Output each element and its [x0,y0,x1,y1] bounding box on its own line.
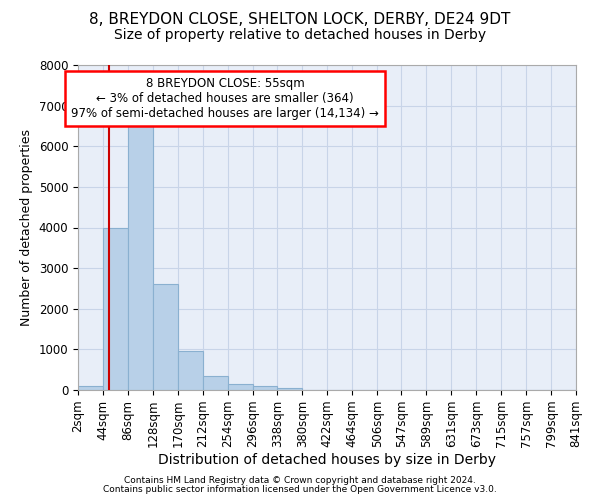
Text: 8, BREYDON CLOSE, SHELTON LOCK, DERBY, DE24 9DT: 8, BREYDON CLOSE, SHELTON LOCK, DERBY, D… [89,12,511,28]
Bar [203,376,227,390]
Text: Size of property relative to detached houses in Derby: Size of property relative to detached ho… [114,28,486,42]
Text: Contains public sector information licensed under the Open Government Licence v3: Contains public sector information licen… [103,485,497,494]
Bar [103,228,128,390]
Bar [178,352,203,390]
X-axis label: Distribution of detached houses by size in Derby: Distribution of detached houses by size … [158,453,496,467]
Y-axis label: Number of detached properties: Number of detached properties [20,129,33,326]
Bar [78,386,103,390]
Bar [253,386,277,390]
Text: 8 BREYDON CLOSE: 55sqm
← 3% of detached houses are smaller (364)
97% of semi-det: 8 BREYDON CLOSE: 55sqm ← 3% of detached … [71,77,379,120]
Text: Contains HM Land Registry data © Crown copyright and database right 2024.: Contains HM Land Registry data © Crown c… [124,476,476,485]
Bar [153,284,178,390]
Bar [128,122,153,390]
Bar [277,388,302,390]
Bar [227,384,253,390]
